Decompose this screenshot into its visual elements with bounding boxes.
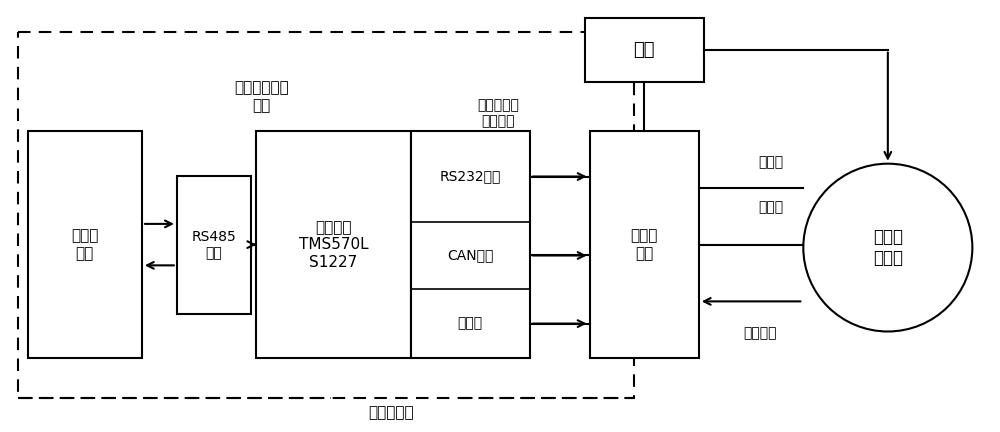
Text: 位置反馈: 位置反馈 xyxy=(744,327,777,340)
Text: 选择匹配的
通信接口: 选择匹配的 通信接口 xyxy=(477,98,519,128)
Text: 驱动电: 驱动电 xyxy=(759,200,784,214)
Bar xyxy=(585,18,704,82)
Circle shape xyxy=(803,164,972,331)
Text: 以太网: 以太网 xyxy=(458,317,483,330)
Text: 电源: 电源 xyxy=(633,41,655,59)
Bar xyxy=(411,131,530,358)
Text: 控制驱动器: 控制驱动器 xyxy=(368,405,413,420)
Text: 主控芯片
TMS570L
S1227: 主控芯片 TMS570L S1227 xyxy=(299,220,368,270)
Bar xyxy=(177,175,251,314)
Text: RS232串口: RS232串口 xyxy=(439,169,501,184)
Bar xyxy=(590,131,699,358)
Bar xyxy=(18,32,634,397)
Text: 控制驱
动器: 控制驱 动器 xyxy=(631,229,658,261)
Text: RS485
串口: RS485 串口 xyxy=(192,229,236,260)
Text: 动力电: 动力电 xyxy=(759,156,784,170)
Text: 参数自动整定
装置: 参数自动整定 装置 xyxy=(234,80,289,113)
Text: 触摸显
示屏: 触摸显 示屏 xyxy=(71,229,99,261)
Bar xyxy=(256,131,411,358)
Text: CAN总线: CAN总线 xyxy=(447,248,493,263)
Bar xyxy=(28,131,142,358)
Text: 三相交
流电机: 三相交 流电机 xyxy=(873,228,903,267)
